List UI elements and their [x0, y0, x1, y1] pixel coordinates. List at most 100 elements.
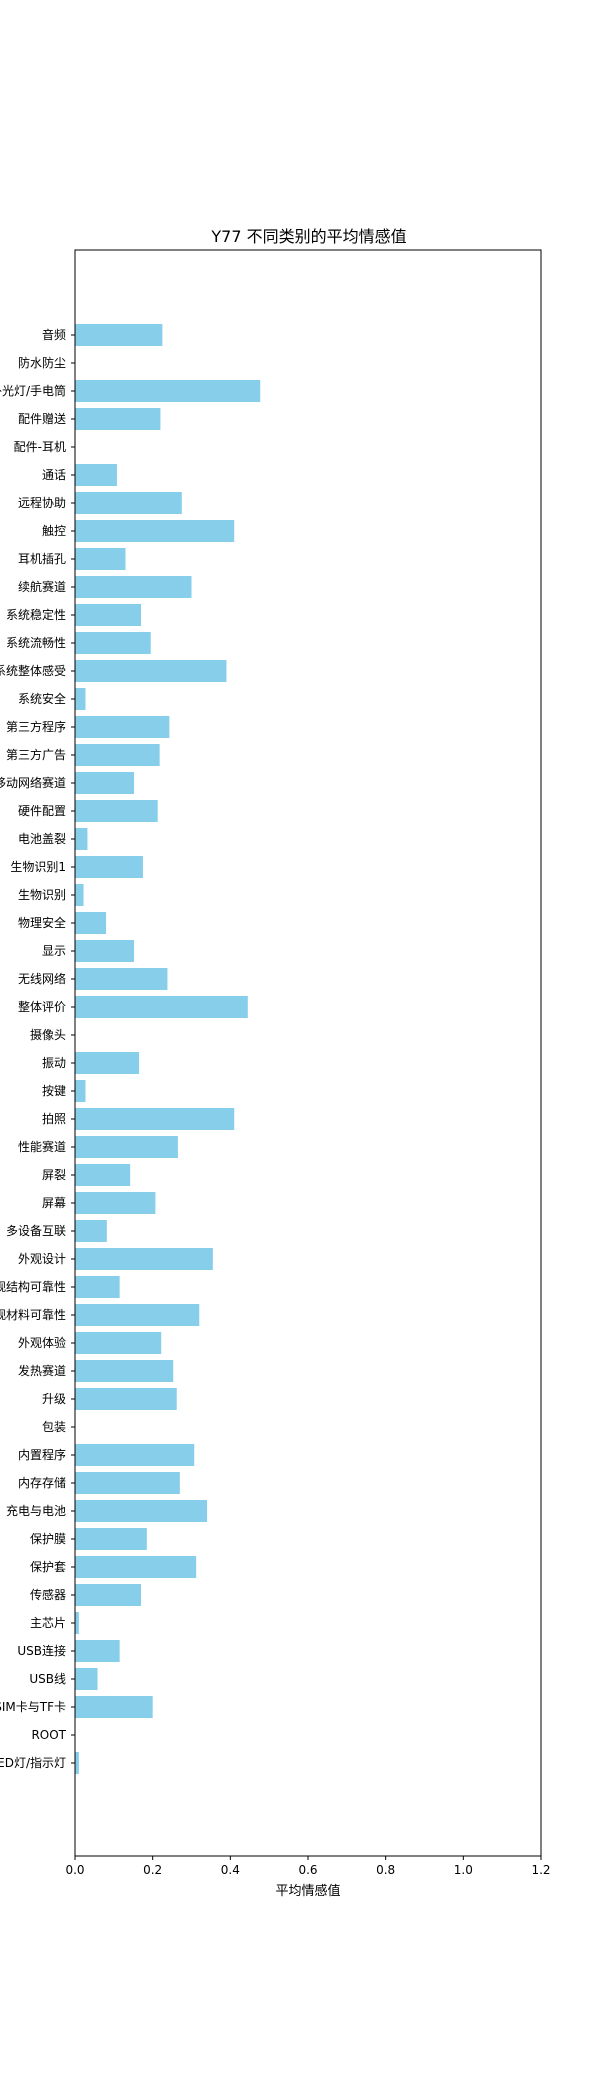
y-tick-label: USB线 [29, 1672, 66, 1686]
y-tick-label: 性能赛道 [18, 1139, 66, 1154]
bar [75, 1556, 197, 1578]
x-tick-label: 0.4 [221, 1863, 240, 1877]
y-tick-label: 通话 [42, 468, 66, 482]
bar [75, 716, 170, 738]
bar [75, 940, 135, 962]
y-tick-label: 主芯片 [30, 1616, 66, 1630]
y-tick-label: 摄像头 [30, 1027, 66, 1042]
y-tick-label: 屏幕 [42, 1196, 66, 1210]
y-tick-label: 外观体验 [18, 1335, 66, 1350]
y-tick-label: 远程协助 [18, 495, 66, 510]
x-axis-label: 平均情感值 [275, 1883, 340, 1899]
y-tick-label: 第三方程序 [6, 719, 66, 734]
bar [75, 324, 163, 346]
y-tick-label: 保护套 [30, 1560, 66, 1574]
bar [75, 464, 117, 486]
y-tick-label: 硬件配置 [18, 804, 66, 818]
bar [75, 1304, 200, 1326]
plot-frame [74, 249, 542, 1857]
bar [75, 604, 142, 626]
x-tick-label: 0.8 [376, 1863, 395, 1877]
y-tick-label: 电池盖裂 [18, 832, 66, 846]
y-tick-label: 移动网络赛道 [0, 775, 66, 790]
bar [75, 1472, 180, 1494]
y-tick-label: 防水防尘 [18, 355, 66, 370]
bar [75, 1584, 142, 1606]
y-tick-label: 拍照 [42, 1111, 66, 1126]
y-tick-label: SIM卡与TF卡 [0, 1700, 66, 1714]
y-tick-label: 无线网络 [18, 971, 66, 986]
y-tick-label: USB连接 [17, 1643, 66, 1658]
y-tick-label: 第三方广告 [6, 747, 66, 762]
y-tick-label: 补光灯/手电筒 [0, 383, 66, 398]
y-tick-label: 续航赛道 [18, 579, 66, 594]
chart-title: Y77 不同类别的平均情感值 [210, 227, 406, 246]
bar [75, 1164, 131, 1186]
y-tick-label: 充电与电池 [6, 1503, 66, 1518]
bar [75, 996, 248, 1018]
y-tick-label: 耳机插孔 [18, 552, 66, 566]
bar [75, 1388, 177, 1410]
bar [75, 1276, 120, 1298]
bar [75, 1220, 107, 1242]
bar [75, 660, 227, 682]
bar [75, 856, 143, 878]
y-tick-label: 系统安全 [18, 691, 66, 706]
y-tick-label: 生物识别1 [10, 860, 66, 874]
y-tick-label: 音频 [42, 327, 66, 342]
y-tick-label: 生物识别 [18, 888, 66, 902]
bar [75, 772, 135, 794]
y-tick-label: 显示 [42, 944, 66, 958]
bar [75, 968, 168, 990]
bar [75, 548, 126, 570]
y-tick-label: 包装 [42, 1420, 66, 1434]
bar [75, 1696, 153, 1718]
y-tick-label: 保护膜 [30, 1532, 66, 1546]
bar [75, 884, 84, 906]
bar [75, 912, 107, 934]
x-tick-label: 1.2 [531, 1863, 550, 1877]
bar [75, 1500, 208, 1522]
y-tick-label: 升级 [42, 1392, 66, 1406]
y-tick-label: 系统稳定性 [6, 607, 66, 622]
bar [75, 1108, 235, 1130]
y-tick-label: 物理安全 [18, 915, 66, 930]
bar [75, 492, 182, 514]
bar [75, 1668, 98, 1690]
bar [75, 1612, 79, 1634]
bar [75, 1360, 174, 1382]
x-tick-label: 1.0 [454, 1863, 473, 1877]
x-tick-label: 0.2 [143, 1863, 162, 1877]
y-tick-label: 内置程序 [18, 1447, 66, 1462]
y-tick-label: 外观材料可靠性 [0, 1308, 66, 1322]
bar [75, 1528, 147, 1550]
y-tick-label: 屏裂 [42, 1168, 66, 1182]
y-tick-label: 传感器 [30, 1587, 66, 1602]
y-tick-label: ROOT [31, 1728, 66, 1742]
y-tick-label: 系统流畅性 [6, 636, 66, 650]
bar [75, 800, 158, 822]
bar [75, 1248, 213, 1270]
bar [75, 828, 88, 850]
bar [75, 744, 160, 766]
bar [75, 1444, 195, 1466]
bar [75, 632, 151, 654]
bar [75, 1080, 86, 1102]
y-tick-label: 按键 [42, 1084, 66, 1098]
y-tick-label: 系统整体感受 [0, 663, 66, 678]
plot-area: 音频防水防尘补光灯/手电筒配件赠送配件-耳机通话远程协助触控耳机插孔续航赛道系统… [0, 324, 551, 1877]
y-tick-label: 发热赛道 [18, 1363, 66, 1378]
bar [75, 1192, 156, 1214]
y-tick-label: 外观设计 [18, 1252, 66, 1266]
bar [75, 520, 235, 542]
bar [75, 380, 261, 402]
bar [75, 576, 192, 598]
bar [75, 688, 86, 710]
y-tick-label: 整体评价 [18, 999, 66, 1014]
bar [75, 1640, 120, 1662]
y-tick-label: 配件赠送 [18, 411, 66, 426]
bar [75, 408, 161, 430]
bar [75, 1052, 140, 1074]
y-tick-label: 多设备互联 [6, 1224, 66, 1238]
bar [75, 1752, 79, 1774]
